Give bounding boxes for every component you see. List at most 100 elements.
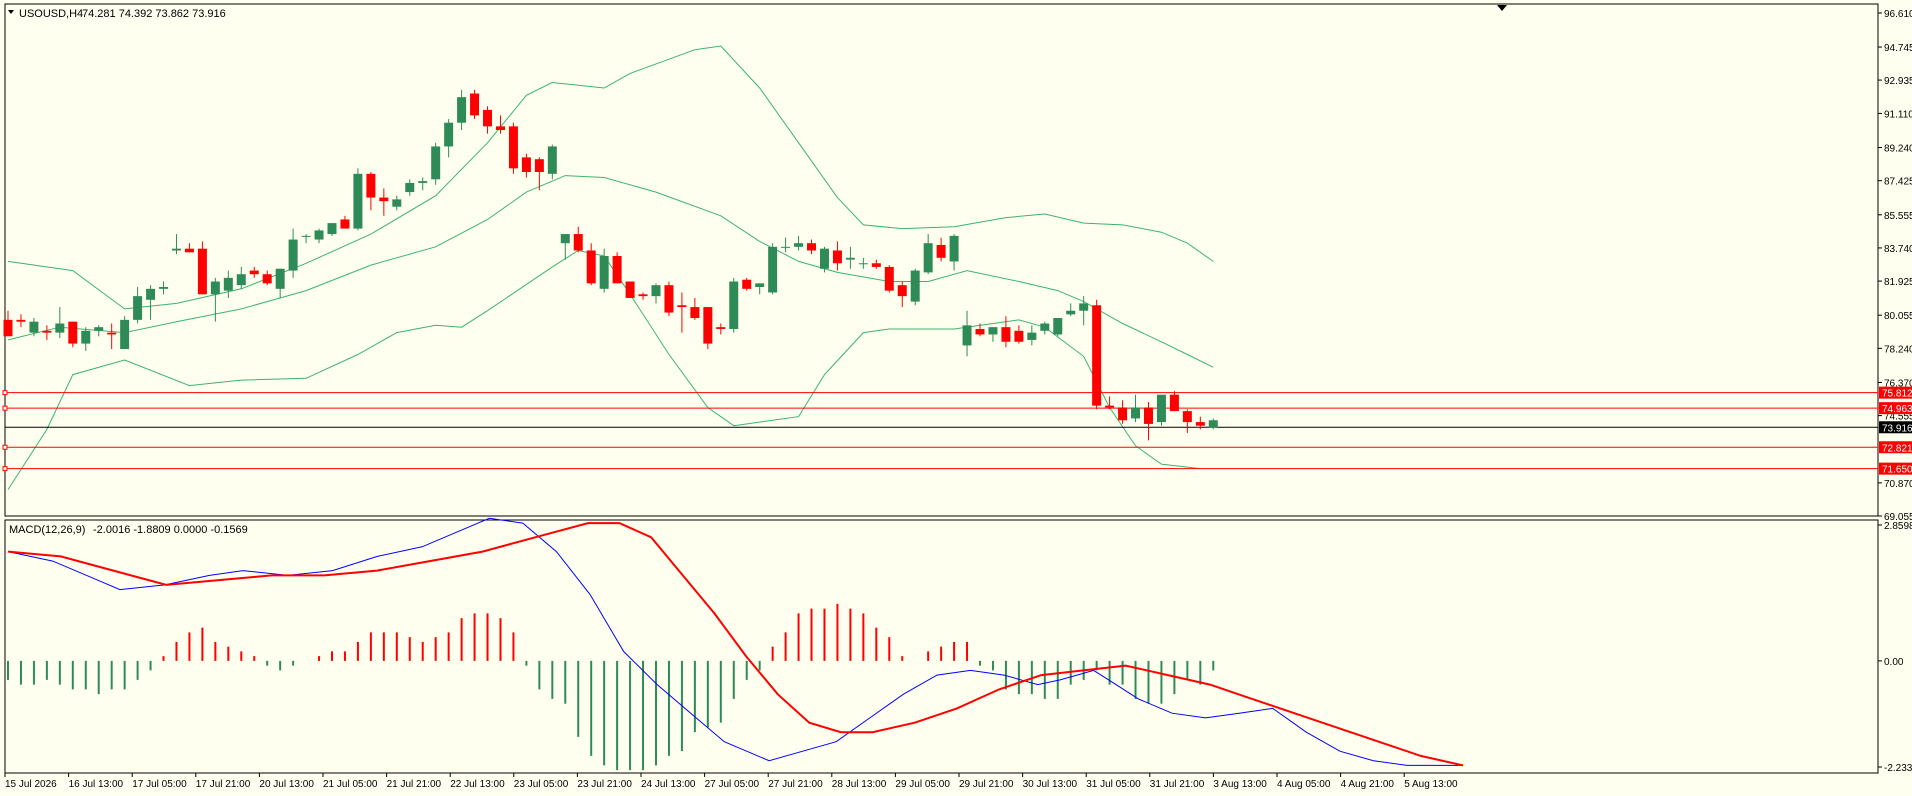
bollinger-upper-line bbox=[7, 45, 1214, 310]
candle-body bbox=[807, 243, 817, 251]
candle bbox=[236, 266, 246, 289]
candle-body bbox=[651, 285, 661, 297]
candle-body bbox=[1195, 422, 1205, 426]
candle bbox=[249, 266, 259, 278]
candle bbox=[845, 246, 855, 269]
candle-body bbox=[1143, 407, 1153, 424]
price-tick-label: 69.055 bbox=[1884, 512, 1912, 523]
candle bbox=[483, 106, 493, 134]
candle-body bbox=[379, 197, 389, 202]
macd-title: MACD(12,26,9) bbox=[9, 524, 85, 536]
candle bbox=[107, 323, 117, 350]
candle-body bbox=[197, 248, 207, 295]
candle bbox=[55, 307, 65, 339]
candle-body bbox=[871, 263, 881, 267]
candle bbox=[768, 243, 778, 295]
candle-body bbox=[1131, 407, 1141, 419]
level-tag-label: 75.812 bbox=[1882, 389, 1912, 400]
price-pane-frame bbox=[4, 3, 1879, 517]
candle-body bbox=[703, 307, 713, 344]
candle-body bbox=[755, 283, 765, 287]
candle bbox=[716, 323, 726, 335]
candle-body bbox=[638, 294, 648, 297]
candle-body bbox=[483, 109, 493, 127]
candle-body bbox=[819, 248, 829, 269]
candle-body bbox=[314, 230, 324, 240]
time-tick-label: 29 Jul 05:00 bbox=[895, 779, 950, 790]
time-tick-label: 23 Jul 21:00 bbox=[577, 779, 632, 790]
candle-body bbox=[418, 181, 428, 183]
bollinger-middle-line bbox=[7, 175, 1214, 368]
candle-body bbox=[599, 255, 609, 289]
price-tick-label: 78.240 bbox=[1884, 344, 1912, 355]
candle-body bbox=[457, 97, 467, 123]
time-tick-label: 20 Jul 13:00 bbox=[259, 779, 314, 790]
candle bbox=[146, 285, 156, 320]
candle bbox=[1027, 325, 1037, 346]
candle bbox=[1001, 316, 1011, 348]
level-handle bbox=[2, 466, 8, 472]
symbol-label: USOUSD,H4 bbox=[19, 8, 83, 20]
candle bbox=[638, 292, 648, 300]
candle-body bbox=[249, 270, 259, 275]
candle-body bbox=[301, 235, 311, 237]
candle bbox=[197, 241, 207, 295]
candle-body bbox=[586, 250, 596, 284]
candle bbox=[677, 292, 687, 333]
current-price-label: 73.916 bbox=[1882, 423, 1912, 434]
bollinger-bands bbox=[7, 45, 1214, 490]
candle bbox=[910, 268, 920, 306]
candle-body bbox=[1092, 305, 1102, 406]
level-tag-label: 71.650 bbox=[1882, 465, 1912, 476]
candle bbox=[120, 316, 130, 350]
candle bbox=[1105, 396, 1115, 410]
time-tick-label: 3 Aug 13:00 bbox=[1213, 779, 1267, 790]
macd-histogram bbox=[7, 603, 1215, 771]
candle-body bbox=[120, 319, 130, 350]
candle-body bbox=[392, 199, 402, 207]
candle bbox=[1079, 296, 1089, 326]
time-tick-label: 17 Jul 21:00 bbox=[196, 779, 251, 790]
candle-body bbox=[29, 321, 39, 333]
candle-body bbox=[1169, 394, 1179, 412]
candle bbox=[81, 327, 91, 351]
dropdown-triangle-icon[interactable] bbox=[8, 10, 14, 14]
candle-body bbox=[353, 173, 363, 229]
level-tag bbox=[1879, 386, 1912, 399]
candle-body bbox=[690, 307, 700, 319]
candle bbox=[508, 122, 518, 174]
macd-pane[interactable]: MACD(12,26,9) -2.0016 -1.8809 0.0000 -0.… bbox=[4, 517, 1879, 774]
candle bbox=[871, 259, 881, 269]
time-axis[interactable]: 15 Jul 2026 16 Jul 13:00 17 Jul 05:00 17 Ju… bbox=[4, 773, 1458, 790]
candle bbox=[184, 243, 194, 253]
signal-line bbox=[7, 522, 1464, 767]
candle bbox=[94, 325, 104, 337]
candle-body bbox=[1118, 407, 1128, 421]
time-tick-label: 29 Jul 21:00 bbox=[959, 779, 1014, 790]
bollinger-lower-line bbox=[7, 249, 1201, 490]
candle bbox=[521, 153, 531, 178]
candle bbox=[1053, 318, 1063, 337]
candle-body bbox=[742, 279, 752, 289]
time-tick-label: 15 Jul 2026 bbox=[5, 779, 57, 790]
shift-marker-icon[interactable] bbox=[1497, 5, 1507, 11]
candle bbox=[171, 234, 181, 255]
candle-body bbox=[625, 281, 635, 298]
macd-lines bbox=[7, 517, 1464, 767]
time-tick-label: 24 Jul 13:00 bbox=[641, 779, 696, 790]
candle-body bbox=[962, 325, 972, 346]
candle bbox=[625, 281, 635, 298]
candle-body bbox=[1014, 330, 1024, 342]
price-axis[interactable]: 96.610 94.745 92.935 91.110 89.240 87.425 85.5… bbox=[1878, 9, 1912, 523]
time-tick-label: 17 Jul 05:00 bbox=[132, 779, 187, 790]
candle bbox=[1156, 394, 1166, 426]
price-pane[interactable]: USOUSD,H4 74.281 74.392 73.862 73.916 bbox=[2, 3, 1879, 517]
candle bbox=[327, 223, 337, 236]
candle-body bbox=[1066, 310, 1076, 315]
candle bbox=[755, 283, 765, 295]
candle bbox=[897, 281, 907, 308]
candle-body bbox=[729, 281, 739, 329]
